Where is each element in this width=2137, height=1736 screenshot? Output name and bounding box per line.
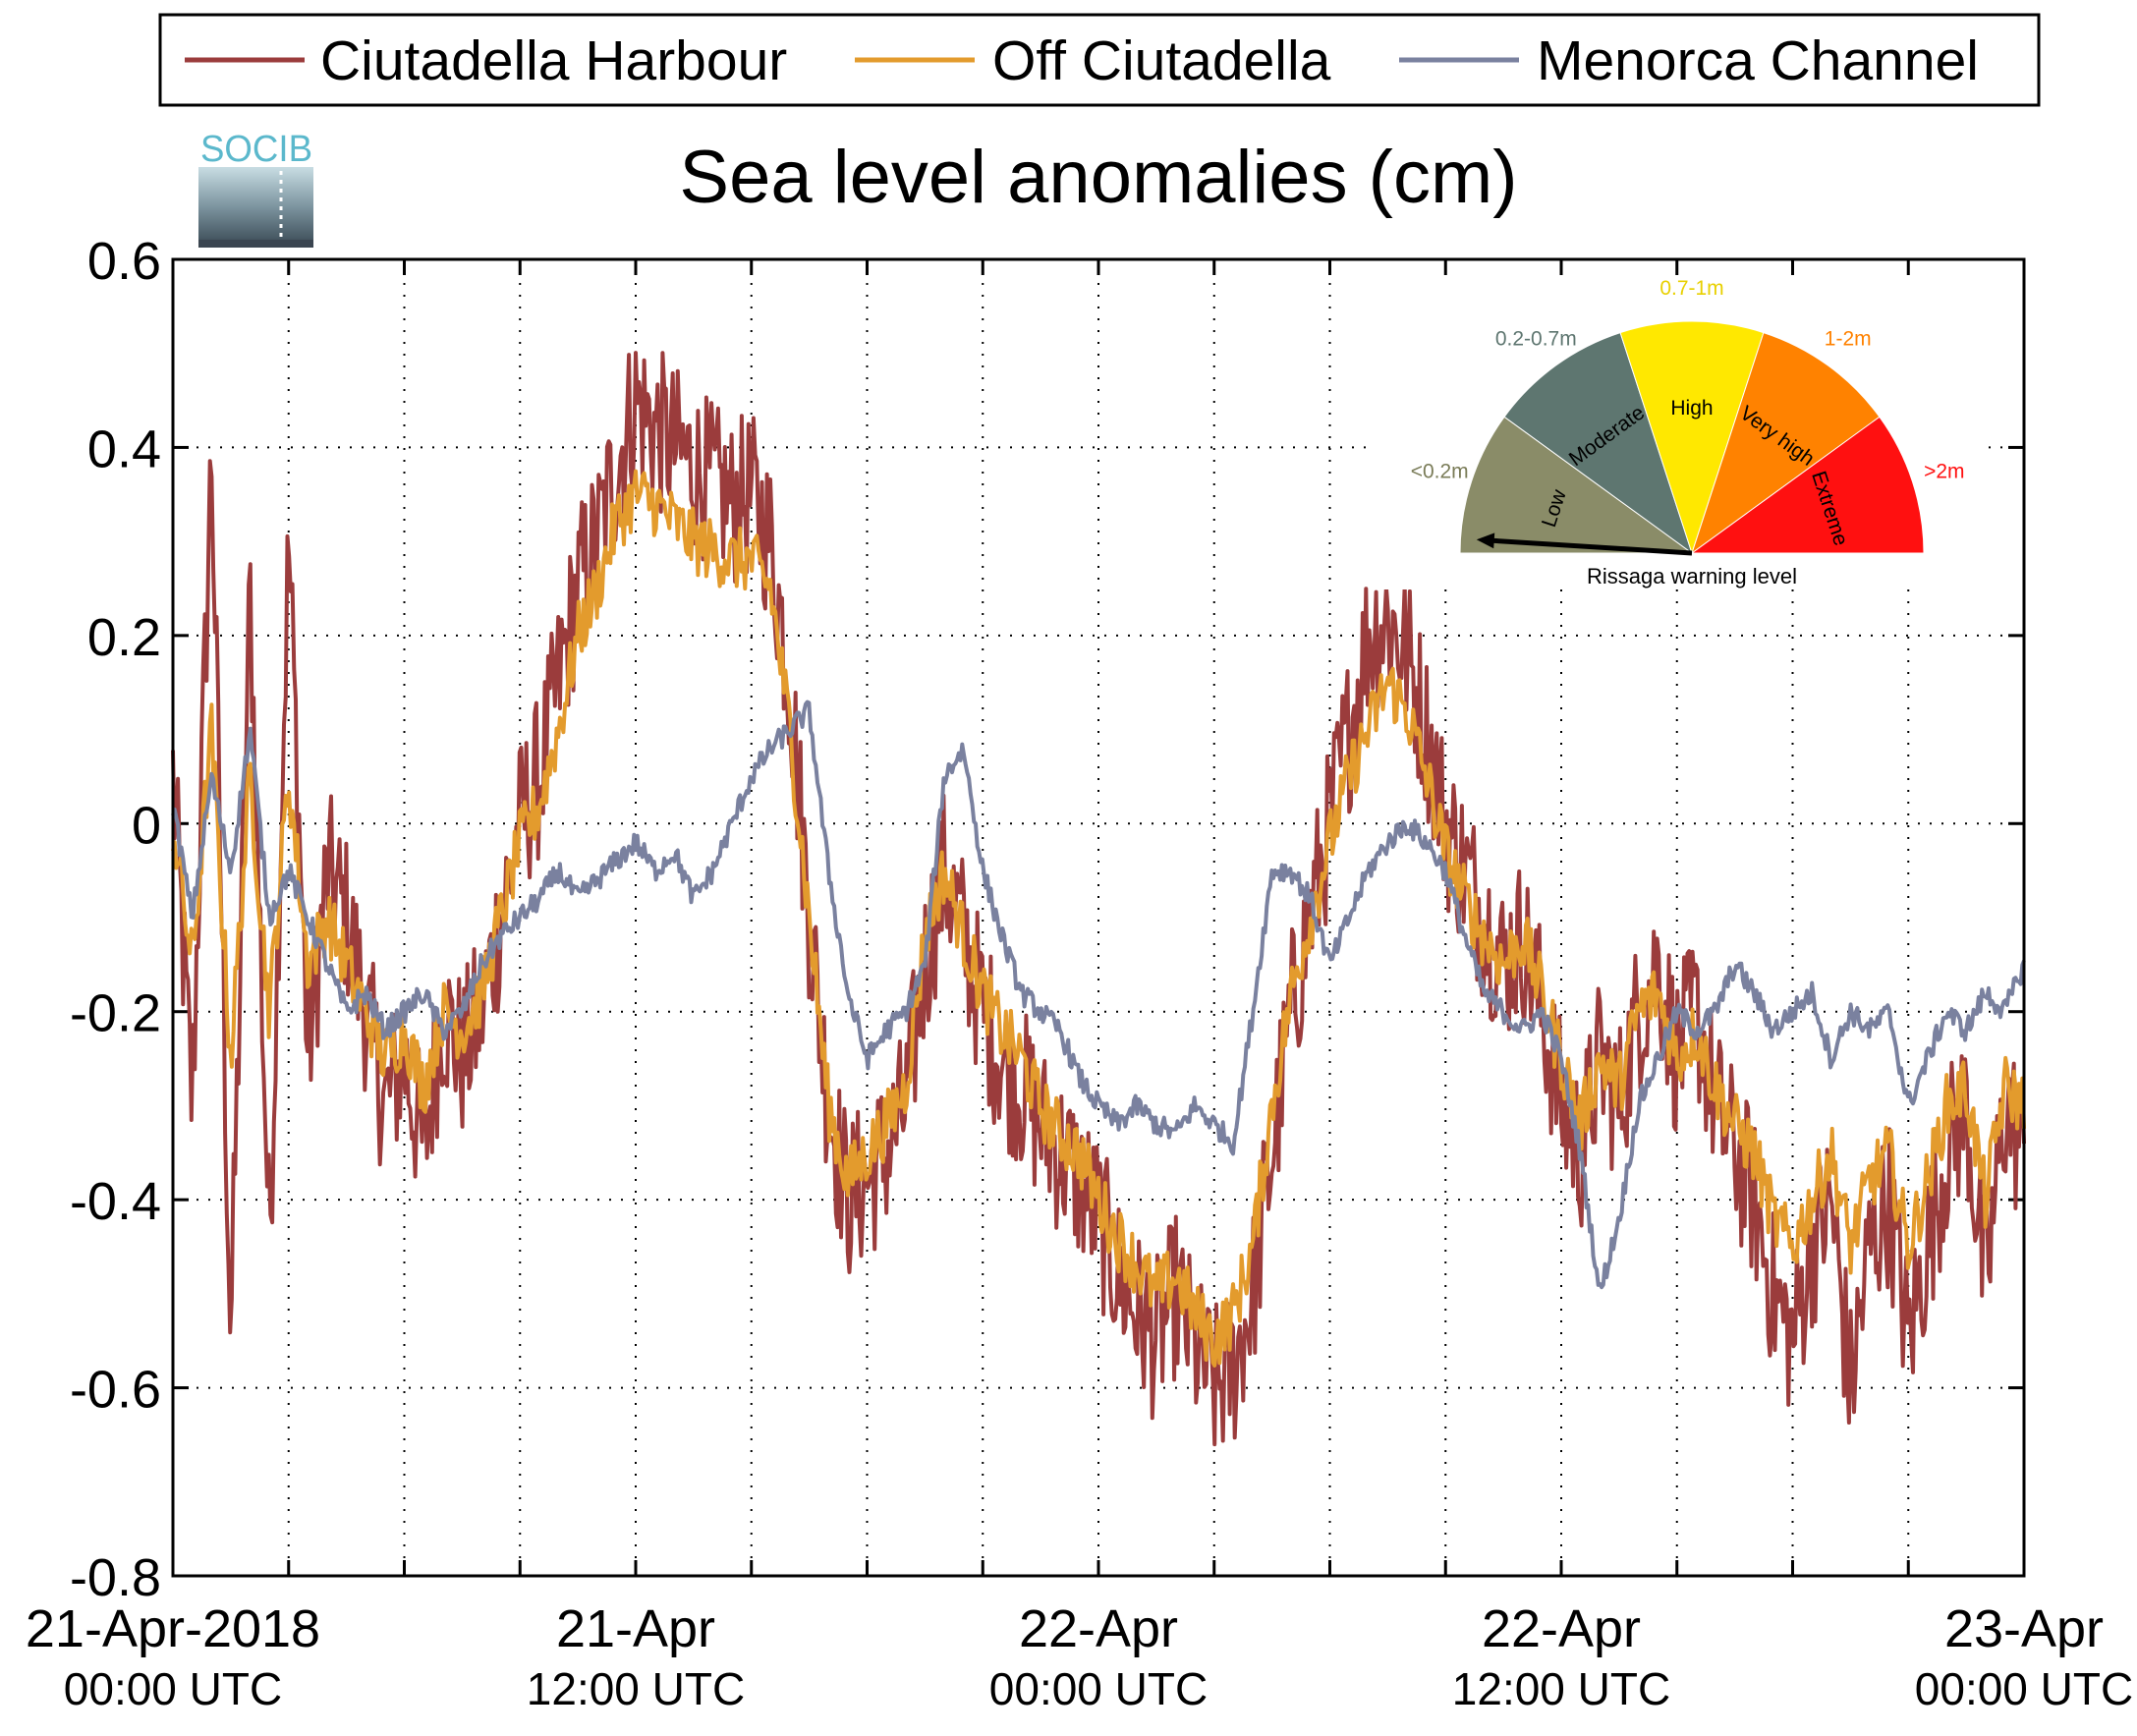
- x-tick-label-date: 22-Apr: [1019, 1599, 1178, 1658]
- gauge-caption: Rissaga warning level: [1587, 564, 1797, 588]
- chart-title: Sea level anomalies (cm): [679, 136, 1517, 219]
- x-tick-label-date: 23-Apr: [1944, 1599, 2104, 1658]
- x-tick-label-date: 21-Apr-2018: [26, 1599, 320, 1658]
- logo-text: SOCIB: [200, 129, 312, 170]
- legend-label-ciutadella-harbour: Ciutadella Harbour: [320, 29, 787, 92]
- y-tick-label: 0.4: [87, 420, 161, 478]
- gauge-segment-very-high: [1691, 331, 1881, 555]
- gauge-level-label: High: [1670, 397, 1713, 420]
- gauge-needle-head: [1476, 532, 1495, 549]
- legend-label-off-ciutadella: Off Ciutadella: [992, 29, 1331, 92]
- y-tick-label: 0.6: [87, 232, 161, 291]
- axis-ticks: [173, 259, 2024, 1576]
- y-tick-label: -0.6: [70, 1361, 161, 1420]
- x-tick-label-time: 00:00 UTC: [989, 1663, 1208, 1714]
- logo-block: [198, 167, 313, 246]
- series-line-menorca-channel: [171, 700, 2026, 1290]
- gauge-range-label: 1-2m: [1825, 328, 1872, 351]
- gauge-segment-moderate: [1503, 331, 1693, 555]
- gauge-segments: [1459, 320, 1925, 555]
- x-tick-label-date: 21-Apr: [556, 1599, 715, 1658]
- gauge-segment-high: [1619, 320, 1765, 555]
- legend-box: [158, 13, 2041, 107]
- x-tick-label-time: 00:00 UTC: [64, 1663, 282, 1714]
- x-tick-label-time: 00:00 UTC: [1915, 1663, 2133, 1714]
- gauge-segment-low: [1459, 416, 1694, 554]
- y-tick-label: 0: [132, 796, 161, 855]
- gauge-range-label: 0.7-1m: [1659, 277, 1723, 300]
- gauge-segment-extreme: [1690, 416, 1925, 554]
- logo-base: [198, 240, 313, 248]
- x-tick-label-date: 22-Apr: [1482, 1599, 1641, 1658]
- legend-label-menorca-channel: Menorca Channel: [1537, 29, 1979, 92]
- legend: Ciutadella Harbour Off Ciutadella Menorc…: [158, 13, 2041, 107]
- y-tick-label: 0.2: [87, 608, 161, 667]
- gauge-needle: [1488, 537, 1693, 556]
- x-tick-label-time: 12:00 UTC: [1452, 1663, 1670, 1714]
- socib-logo: SOCIB: [198, 129, 313, 248]
- y-tick-label: -0.4: [70, 1172, 161, 1231]
- gauge-range-label: <0.2m: [1411, 461, 1469, 483]
- y-axis-labels: -0.8 -0.6 -0.4 -0.2 0 0.2 0.4 0.6: [70, 232, 161, 1607]
- y-tick-label: -0.8: [70, 1548, 161, 1607]
- gauge-range-label: 0.2-0.7m: [1495, 328, 1577, 351]
- gauge-range-label: >2m: [1924, 461, 1964, 483]
- x-tick-label-time: 12:00 UTC: [527, 1663, 745, 1714]
- series-lines: [171, 351, 2026, 1447]
- y-tick-label: -0.2: [70, 984, 161, 1043]
- plot-border: [171, 257, 2026, 1578]
